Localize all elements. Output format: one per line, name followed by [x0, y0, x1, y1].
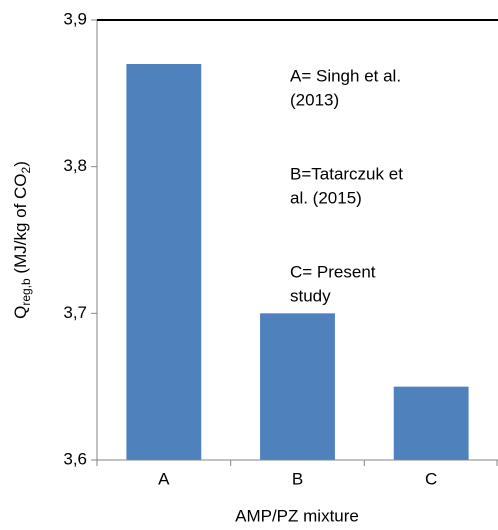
x-tick-label: B — [292, 469, 303, 488]
y-axis-title-part: (MJ/kg of CO — [11, 173, 30, 278]
annotation: A= Singh et al. — [290, 66, 401, 85]
annotation: B=Tatarczuk et — [290, 164, 403, 183]
y-axis-title: Qreg,b (MJ/kg of CO2) — [11, 161, 33, 319]
bar — [393, 386, 469, 460]
y-tick-label: 3,8 — [63, 156, 87, 175]
y-axis-title-part: Q — [11, 306, 30, 319]
y-axis-title-subscript: 2 — [19, 166, 33, 173]
annotation: C= Present — [290, 262, 376, 281]
annotation: study — [290, 286, 331, 305]
y-tick-label: 3,6 — [63, 449, 87, 468]
x-axis-title: AMP/PZ mixture — [235, 506, 359, 525]
x-tick-label: A — [158, 469, 170, 488]
bar — [126, 64, 202, 460]
y-axis-title-part: ) — [11, 161, 30, 167]
y-axis-title-subscript: reg,b — [19, 278, 33, 306]
annotation: (2013) — [290, 90, 339, 109]
bar — [260, 313, 335, 460]
y-tick-label: 3,7 — [63, 303, 87, 322]
x-tick-label: C — [425, 469, 437, 488]
annotation: al. (2015) — [290, 188, 362, 207]
y-tick-label: 3,9 — [63, 9, 87, 28]
